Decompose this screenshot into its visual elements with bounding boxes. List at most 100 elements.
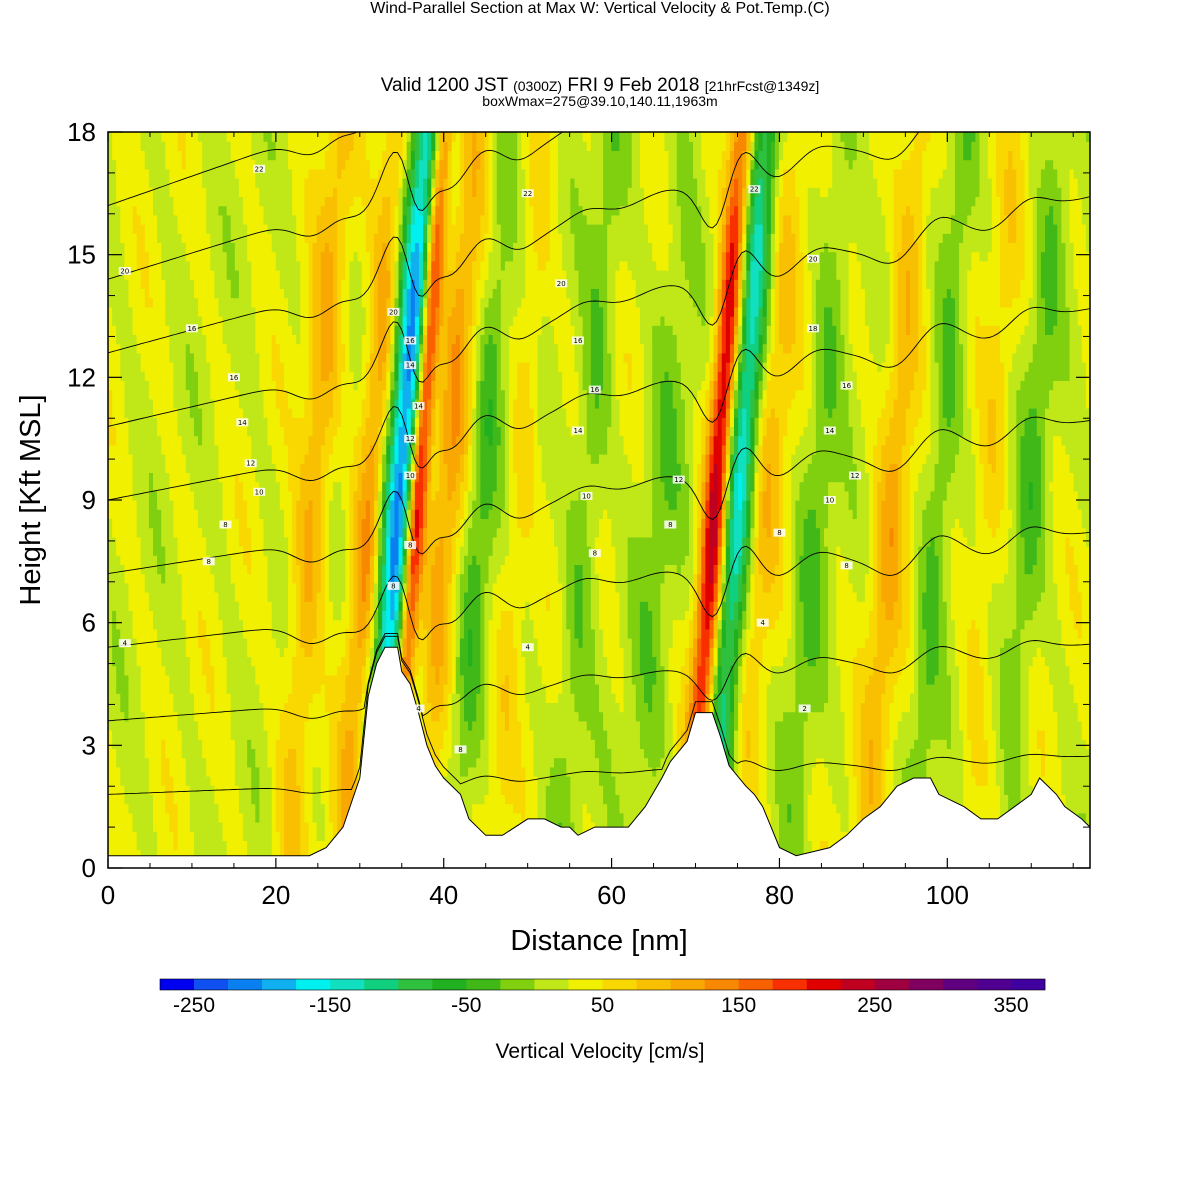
field-cell [558, 730, 563, 740]
field-cell [476, 720, 481, 731]
field-cell [644, 674, 649, 685]
field-cell [672, 711, 678, 722]
field-cell [144, 812, 150, 823]
field-cell [541, 693, 547, 703]
field-cell [357, 693, 363, 703]
field-cell [558, 757, 563, 768]
field-cell [848, 803, 854, 814]
field-cell [999, 684, 1005, 694]
field-cell [873, 785, 878, 795]
field-cell [799, 674, 805, 685]
field-cell [578, 730, 584, 740]
field-cell [1077, 757, 1083, 768]
field-cell [824, 831, 829, 841]
field-cell [914, 757, 919, 768]
field-cell [1085, 730, 1090, 740]
field-cell [218, 766, 224, 777]
field-cell [447, 757, 453, 768]
field-cell [279, 766, 285, 777]
field-cell [799, 720, 805, 731]
field-cell [619, 711, 625, 722]
field-cell [881, 684, 887, 694]
field-cell [611, 739, 616, 749]
field-cell [791, 748, 796, 759]
field-cell [476, 822, 481, 832]
field-cell [852, 674, 858, 685]
field-cell [611, 803, 616, 814]
field-cell [140, 674, 146, 685]
field-cell [279, 674, 285, 685]
field-cell [202, 684, 207, 694]
field-cell [1057, 711, 1062, 722]
field-cell [766, 748, 772, 759]
field-cell [521, 711, 526, 722]
field-cell [758, 702, 764, 713]
field-cell [754, 776, 760, 786]
field-cell [631, 757, 637, 768]
field-cell [607, 711, 612, 722]
field-cell [431, 711, 436, 722]
field-cell [754, 711, 760, 722]
field-cell [517, 720, 522, 731]
field-cell [238, 766, 244, 777]
field-cell [198, 748, 203, 759]
field-cell [746, 757, 751, 768]
field-cell [553, 757, 559, 768]
field-cell [357, 674, 363, 685]
field-cell [492, 739, 498, 749]
field-cell [824, 720, 829, 731]
field-cell [877, 693, 882, 703]
field-cell [120, 785, 125, 795]
field-cell [684, 720, 690, 731]
field-cell [124, 693, 130, 703]
field-cell [877, 711, 882, 722]
field-cell [112, 674, 117, 685]
field-cell [1032, 702, 1038, 713]
field-cell [840, 812, 846, 823]
field-cell [791, 730, 796, 740]
field-cell [492, 803, 498, 814]
field-cell [693, 693, 698, 703]
field-cell [615, 812, 621, 823]
field-cell [750, 739, 756, 749]
field-cell [238, 776, 244, 786]
field-cell [443, 720, 449, 731]
field-cell [463, 757, 469, 768]
field-cell [1004, 776, 1009, 786]
field-cell [463, 684, 469, 694]
field-cell [529, 674, 535, 685]
field-cell [144, 840, 150, 851]
field-cell [488, 739, 494, 749]
field-cell [553, 785, 559, 795]
field-cell [1028, 776, 1034, 786]
field-cell [905, 739, 911, 749]
field-cell [791, 684, 796, 694]
field-cell [1061, 785, 1067, 795]
field-cell [529, 702, 535, 713]
field-cell [758, 766, 764, 777]
field-cell [864, 739, 870, 749]
field-cell [157, 702, 162, 713]
field-cell [263, 693, 269, 703]
field-cell [206, 711, 211, 722]
field-cell [136, 674, 142, 685]
field-cell [206, 720, 211, 731]
field-cell [1053, 730, 1058, 740]
field-cell [787, 812, 792, 823]
field-cell [901, 702, 907, 713]
field-cell [357, 711, 363, 722]
field-cell [611, 748, 616, 759]
field-cell [341, 674, 346, 685]
field-cell [328, 748, 334, 759]
field-cell [893, 766, 899, 777]
field-cell [983, 812, 989, 823]
field-cell [525, 803, 531, 814]
field-cell [582, 794, 588, 805]
field-cell [623, 739, 629, 749]
field-cell [202, 757, 207, 768]
field-cell [312, 794, 318, 805]
field-cell [672, 730, 678, 740]
field-cell [1069, 803, 1075, 814]
field-cell [218, 794, 224, 805]
field-cell [954, 730, 960, 740]
